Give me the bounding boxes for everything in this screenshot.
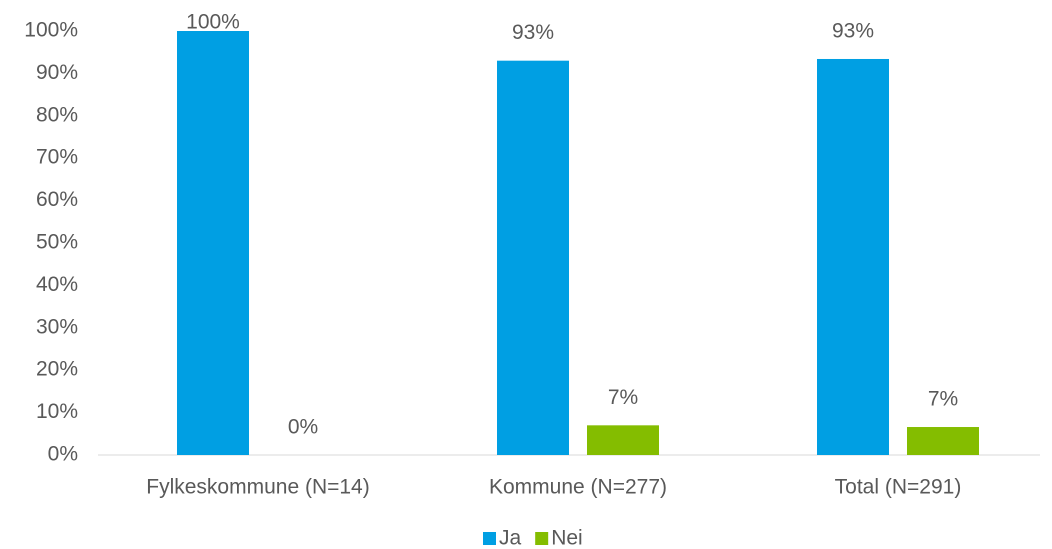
y-tick-label: 80% (36, 103, 78, 126)
bar (497, 60, 569, 456)
y-tick-label: 90% (36, 61, 78, 84)
y-tick-label: 20% (36, 358, 78, 381)
value-label: 100% (186, 11, 240, 34)
value-label: 7% (608, 386, 638, 409)
x-tick-label: Total (N=291) (835, 476, 962, 499)
y-tick-label: 50% (36, 231, 78, 254)
x-tick-label: Fylkeskommune (N=14) (146, 476, 369, 499)
y-tick-label: 30% (36, 315, 78, 338)
y-tick-label: 0% (48, 443, 78, 466)
legend-label: Ja (499, 527, 522, 549)
y-tick-label: 100% (24, 19, 78, 42)
y-tick-label: 60% (36, 188, 78, 211)
value-label: 93% (832, 20, 874, 43)
legend-swatch (535, 532, 549, 545)
y-tick-label: 70% (36, 146, 78, 169)
bar (817, 58, 889, 455)
legend-label: Nei (551, 527, 583, 549)
y-tick-label: 10% (36, 400, 78, 423)
bar (177, 31, 249, 455)
bar (587, 425, 659, 455)
value-label: 7% (928, 388, 958, 411)
value-label: 0% (288, 416, 318, 439)
y-tick-label: 40% (36, 273, 78, 296)
value-label: 93% (512, 21, 554, 44)
bar (907, 427, 979, 455)
x-tick-label: Kommune (N=277) (489, 476, 667, 499)
legend-swatch (483, 532, 496, 545)
